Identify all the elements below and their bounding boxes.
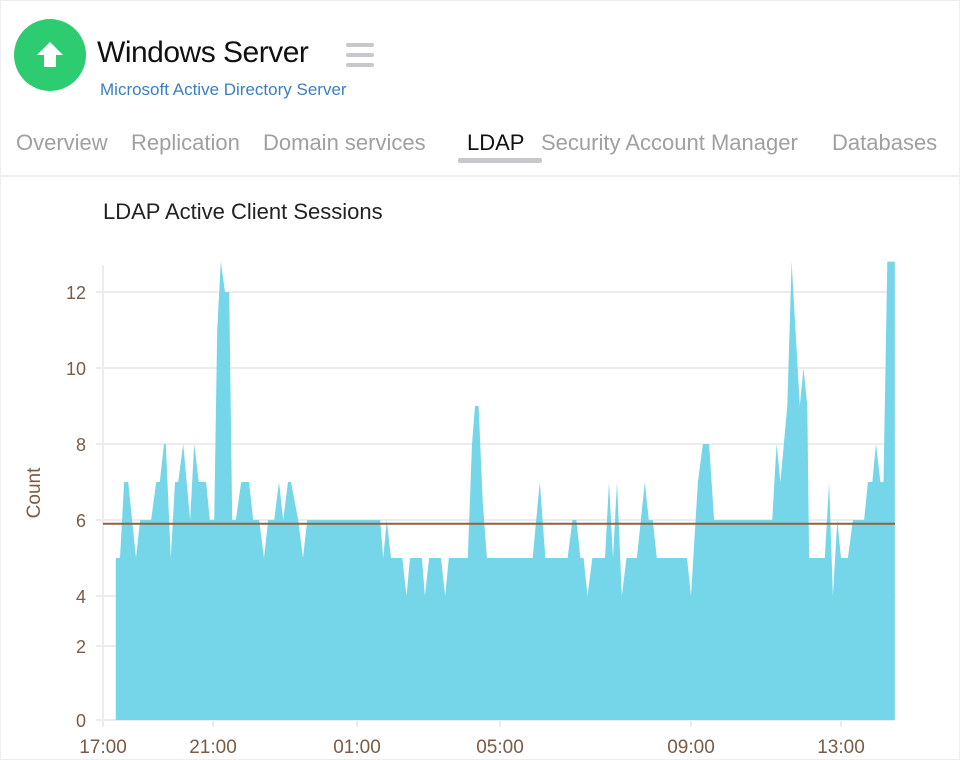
server-status-logo — [14, 19, 86, 91]
y-tick-label: 8 — [76, 435, 86, 455]
x-tick-label: 05:00 — [476, 737, 524, 758]
header-divider — [0, 175, 960, 177]
x-tick-label: 17:00 — [79, 737, 127, 758]
y-tick-label: 2 — [76, 637, 86, 657]
y-tick-label: 6 — [76, 511, 86, 531]
x-tick-label: 01:00 — [333, 737, 381, 758]
x-tick-label: 21:00 — [189, 737, 237, 758]
y-tick-label: 10 — [66, 359, 86, 379]
y-tick-label: 12 — [66, 283, 86, 303]
hamburger-icon[interactable] — [346, 43, 374, 73]
area-series — [115, 261, 895, 720]
chart-title: LDAP Active Client Sessions — [103, 199, 383, 224]
tab-overview[interactable]: Overview — [16, 130, 108, 155]
tab-replication[interactable]: Replication — [131, 130, 240, 155]
page-subtitle[interactable]: Microsoft Active Directory Server — [100, 80, 347, 99]
y-tick-label: 0 — [76, 711, 86, 731]
x-tick-label: 13:00 — [817, 737, 865, 758]
tab-domain-services[interactable]: Domain services — [263, 130, 426, 155]
arrow-up-icon — [37, 42, 63, 67]
x-tick-label: 09:00 — [667, 737, 715, 758]
tab-security-account-manager[interactable]: Security Account Manager — [541, 130, 798, 155]
tab-databases[interactable]: Databases — [832, 130, 938, 155]
y-axis-label: Count — [24, 467, 45, 518]
tab-ldap[interactable]: LDAP — [467, 130, 525, 155]
page-title: Windows Server — [97, 36, 309, 69]
active-tab-indicator — [458, 158, 542, 163]
y-tick-label: 4 — [76, 587, 86, 607]
